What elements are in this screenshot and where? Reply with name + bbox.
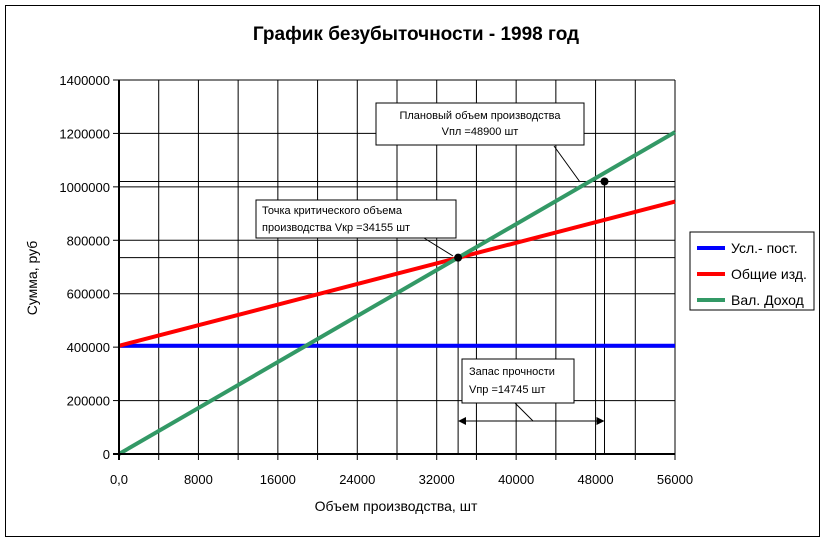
series-layer xyxy=(117,130,677,456)
break-even-chart: График безубыточности - 1998 год 0 200000… xyxy=(24,24,815,514)
tick-labels: 0 200000 400000 600000 800000 1000000 1200000 1… xyxy=(59,73,693,487)
legend: Усл.- пост. Общие изд. Вал. Доход xyxy=(689,231,815,311)
annotation-margin: Запас прочности Vпр =14745 шт xyxy=(461,358,575,422)
y-tick-label: 1200000 xyxy=(59,126,110,141)
x-axis-label: Объем производства, шт xyxy=(315,498,478,514)
y-axis-label: Сумма, руб xyxy=(24,241,40,316)
annotation-planned-leader xyxy=(553,145,581,183)
annotation-critical-box xyxy=(255,199,457,239)
x-tick-label: 0,0 xyxy=(110,472,128,487)
x-tick-label: 56000 xyxy=(657,472,693,487)
annotation-planned-box xyxy=(375,102,585,146)
legend-box xyxy=(689,231,815,311)
series-line-1 xyxy=(118,199,676,348)
x-tick-label: 32000 xyxy=(419,472,455,487)
point-critical xyxy=(454,253,463,262)
annotation-planned-line1: Плановый объем производства xyxy=(399,110,561,122)
annotation-critical-line1: Точка критического объема xyxy=(262,205,403,217)
y-tick-label: 1000000 xyxy=(59,180,110,195)
x-tick-label: 48000 xyxy=(577,472,613,487)
series-line-2 xyxy=(117,130,677,456)
x-tick-label: 24000 xyxy=(339,472,375,487)
legend-label-2: Вал. Доход xyxy=(731,292,804,308)
x-tick-label: 8000 xyxy=(184,472,213,487)
y-tick-label: 1400000 xyxy=(59,73,110,88)
annotation-critical-line2: производства Vкр =34155 шт xyxy=(262,222,410,234)
annotation-margin-leader xyxy=(514,402,534,422)
y-tick-label: 600000 xyxy=(67,287,110,302)
annotation-margin-box xyxy=(461,358,575,404)
chart-title: График безубыточности - 1998 год xyxy=(253,24,579,45)
y-tick-label: 800000 xyxy=(67,233,110,248)
chart-frame: График безубыточности - 1998 год 0 200000… xyxy=(5,5,820,537)
annotation-critical: Точка критического объема производства V… xyxy=(255,199,457,257)
y-tick-label: 400000 xyxy=(67,340,110,355)
point-planned xyxy=(600,177,609,186)
y-tick-label: 200000 xyxy=(67,394,110,409)
x-tick-label: 40000 xyxy=(498,472,534,487)
annotation-critical-leader xyxy=(423,237,454,257)
axes xyxy=(113,79,676,460)
annotation-planned-line2: Vпл =48900 шт xyxy=(442,126,519,138)
annotation-margin-line1: Запас прочности xyxy=(469,366,555,378)
annotation-planned: Плановый объем производства Vпл =48900 ш… xyxy=(375,102,585,183)
points-layer xyxy=(454,177,609,262)
legend-label-0: Усл.- пост. xyxy=(731,240,798,256)
legend-label-1: Общие изд. xyxy=(731,266,807,282)
annotation-margin-line2: Vпр =14745 шт xyxy=(469,384,545,396)
x-tick-label: 16000 xyxy=(260,472,296,487)
y-tick-label: 0 xyxy=(103,447,110,462)
